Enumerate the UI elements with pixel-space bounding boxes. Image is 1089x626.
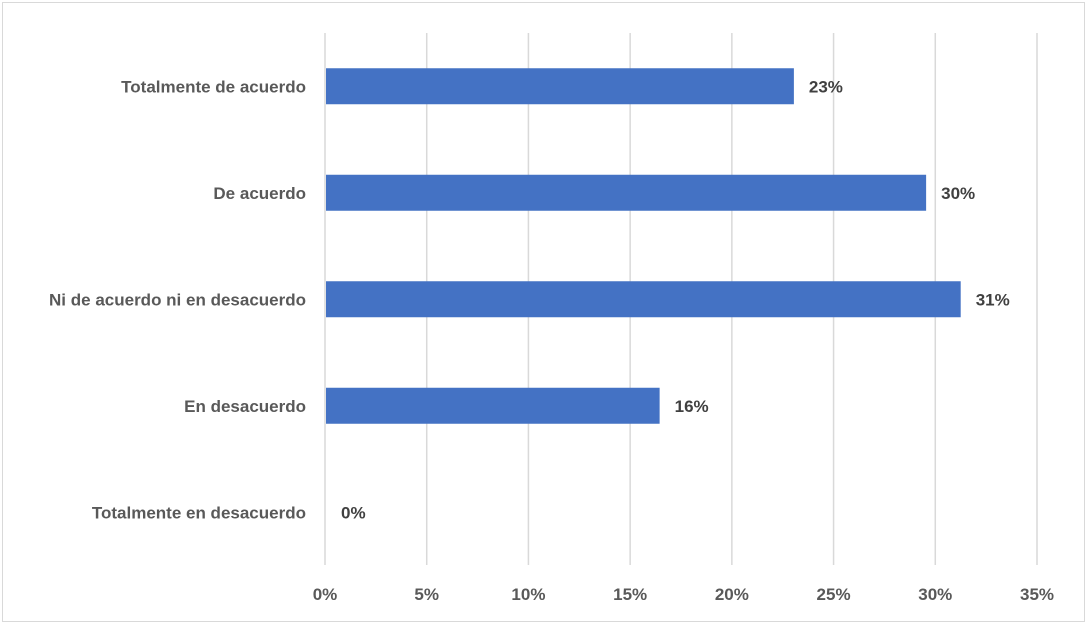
bar bbox=[326, 387, 660, 424]
x-tick-label: 35% bbox=[1020, 585, 1054, 604]
category-label: De acuerdo bbox=[213, 184, 306, 203]
data-label: 0% bbox=[341, 503, 366, 522]
bars bbox=[326, 68, 961, 424]
data-label: 16% bbox=[675, 397, 709, 416]
data-label: 31% bbox=[976, 290, 1010, 309]
x-tick-label: 25% bbox=[817, 585, 851, 604]
x-tick-label: 10% bbox=[511, 585, 545, 604]
x-tick-label: 0% bbox=[313, 585, 338, 604]
labels: 0% 5% 10% 15% 20% 25% 30% 35% Totalmente de acue… bbox=[49, 77, 1054, 604]
bar bbox=[326, 68, 794, 105]
bar-chart: 0% 5% 10% 15% 20% 25% 30% 35% Totalmente de acue… bbox=[49, 33, 1054, 604]
data-label: 23% bbox=[809, 77, 843, 96]
category-label: Totalmente en desacuerdo bbox=[92, 503, 306, 522]
x-tick-label: 30% bbox=[918, 585, 952, 604]
category-label: Ni de acuerdo ni en desacuerdo bbox=[49, 290, 306, 309]
data-label: 30% bbox=[941, 184, 975, 203]
category-label: Totalmente de acuerdo bbox=[121, 77, 306, 96]
x-tick-label: 15% bbox=[613, 585, 647, 604]
category-label: En desacuerdo bbox=[184, 397, 306, 416]
bar bbox=[326, 281, 961, 318]
bar bbox=[326, 174, 927, 211]
x-tick-label: 20% bbox=[715, 585, 749, 604]
x-tick-label: 5% bbox=[414, 585, 439, 604]
